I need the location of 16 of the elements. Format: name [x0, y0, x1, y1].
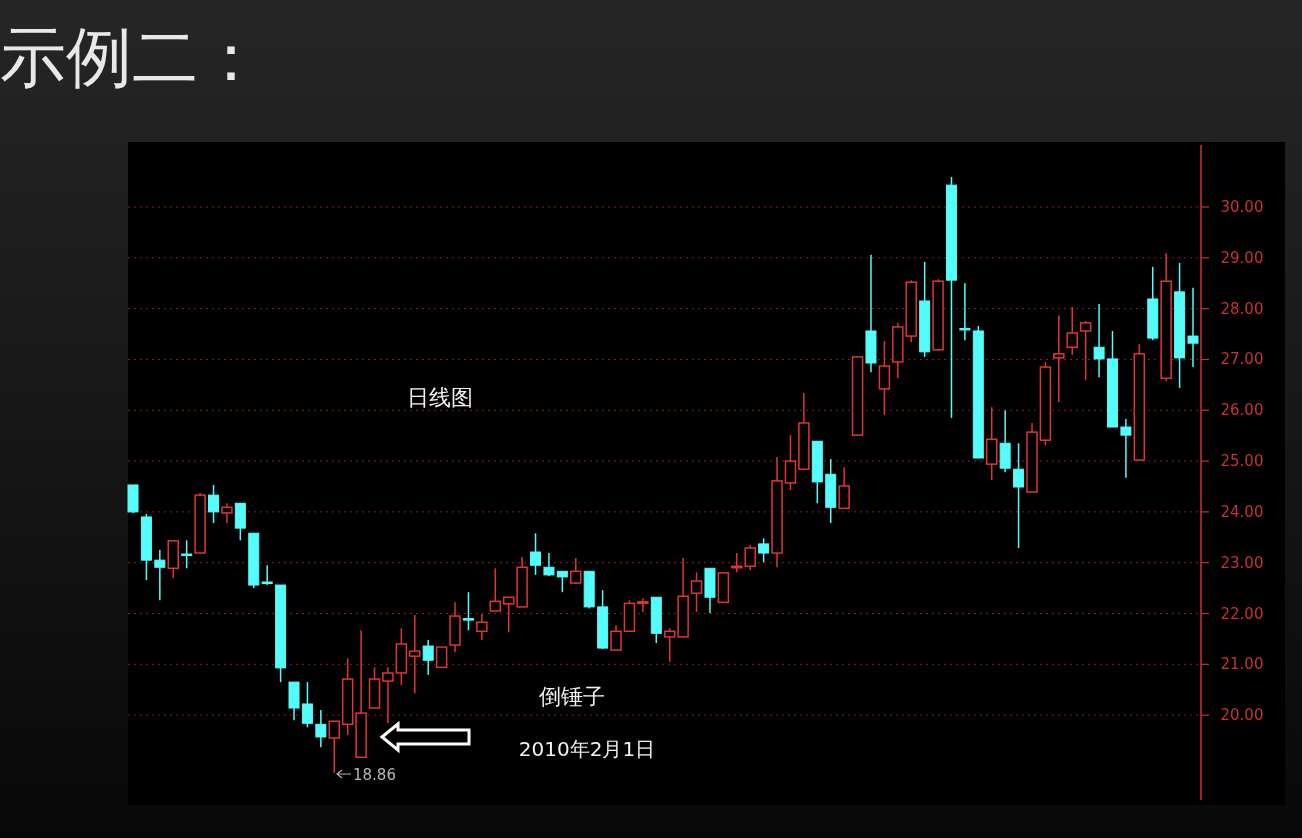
- y-tick-label: 22.00: [1220, 604, 1264, 623]
- y-tick-label: 21.00: [1220, 655, 1264, 674]
- y-tick-label: 24.00: [1220, 502, 1264, 521]
- y-tick-label: 28.00: [1220, 299, 1264, 318]
- annotation: 2010年2月1日: [518, 737, 656, 761]
- y-tick-label: 20.00: [1220, 706, 1264, 725]
- title: 示例二：: [0, 19, 264, 96]
- annotation: 倒锤子: [539, 684, 605, 709]
- y-tick-label: 26.00: [1220, 401, 1264, 420]
- y-tick-label: 30.00: [1220, 197, 1264, 216]
- annotation: 日线图: [407, 385, 473, 410]
- y-tick-label: 29.00: [1220, 248, 1264, 267]
- annotation: 18.86: [353, 766, 396, 784]
- y-tick-label: 25.00: [1220, 452, 1264, 471]
- y-tick-label: 27.00: [1220, 350, 1264, 369]
- y-tick-label: 23.00: [1220, 553, 1264, 572]
